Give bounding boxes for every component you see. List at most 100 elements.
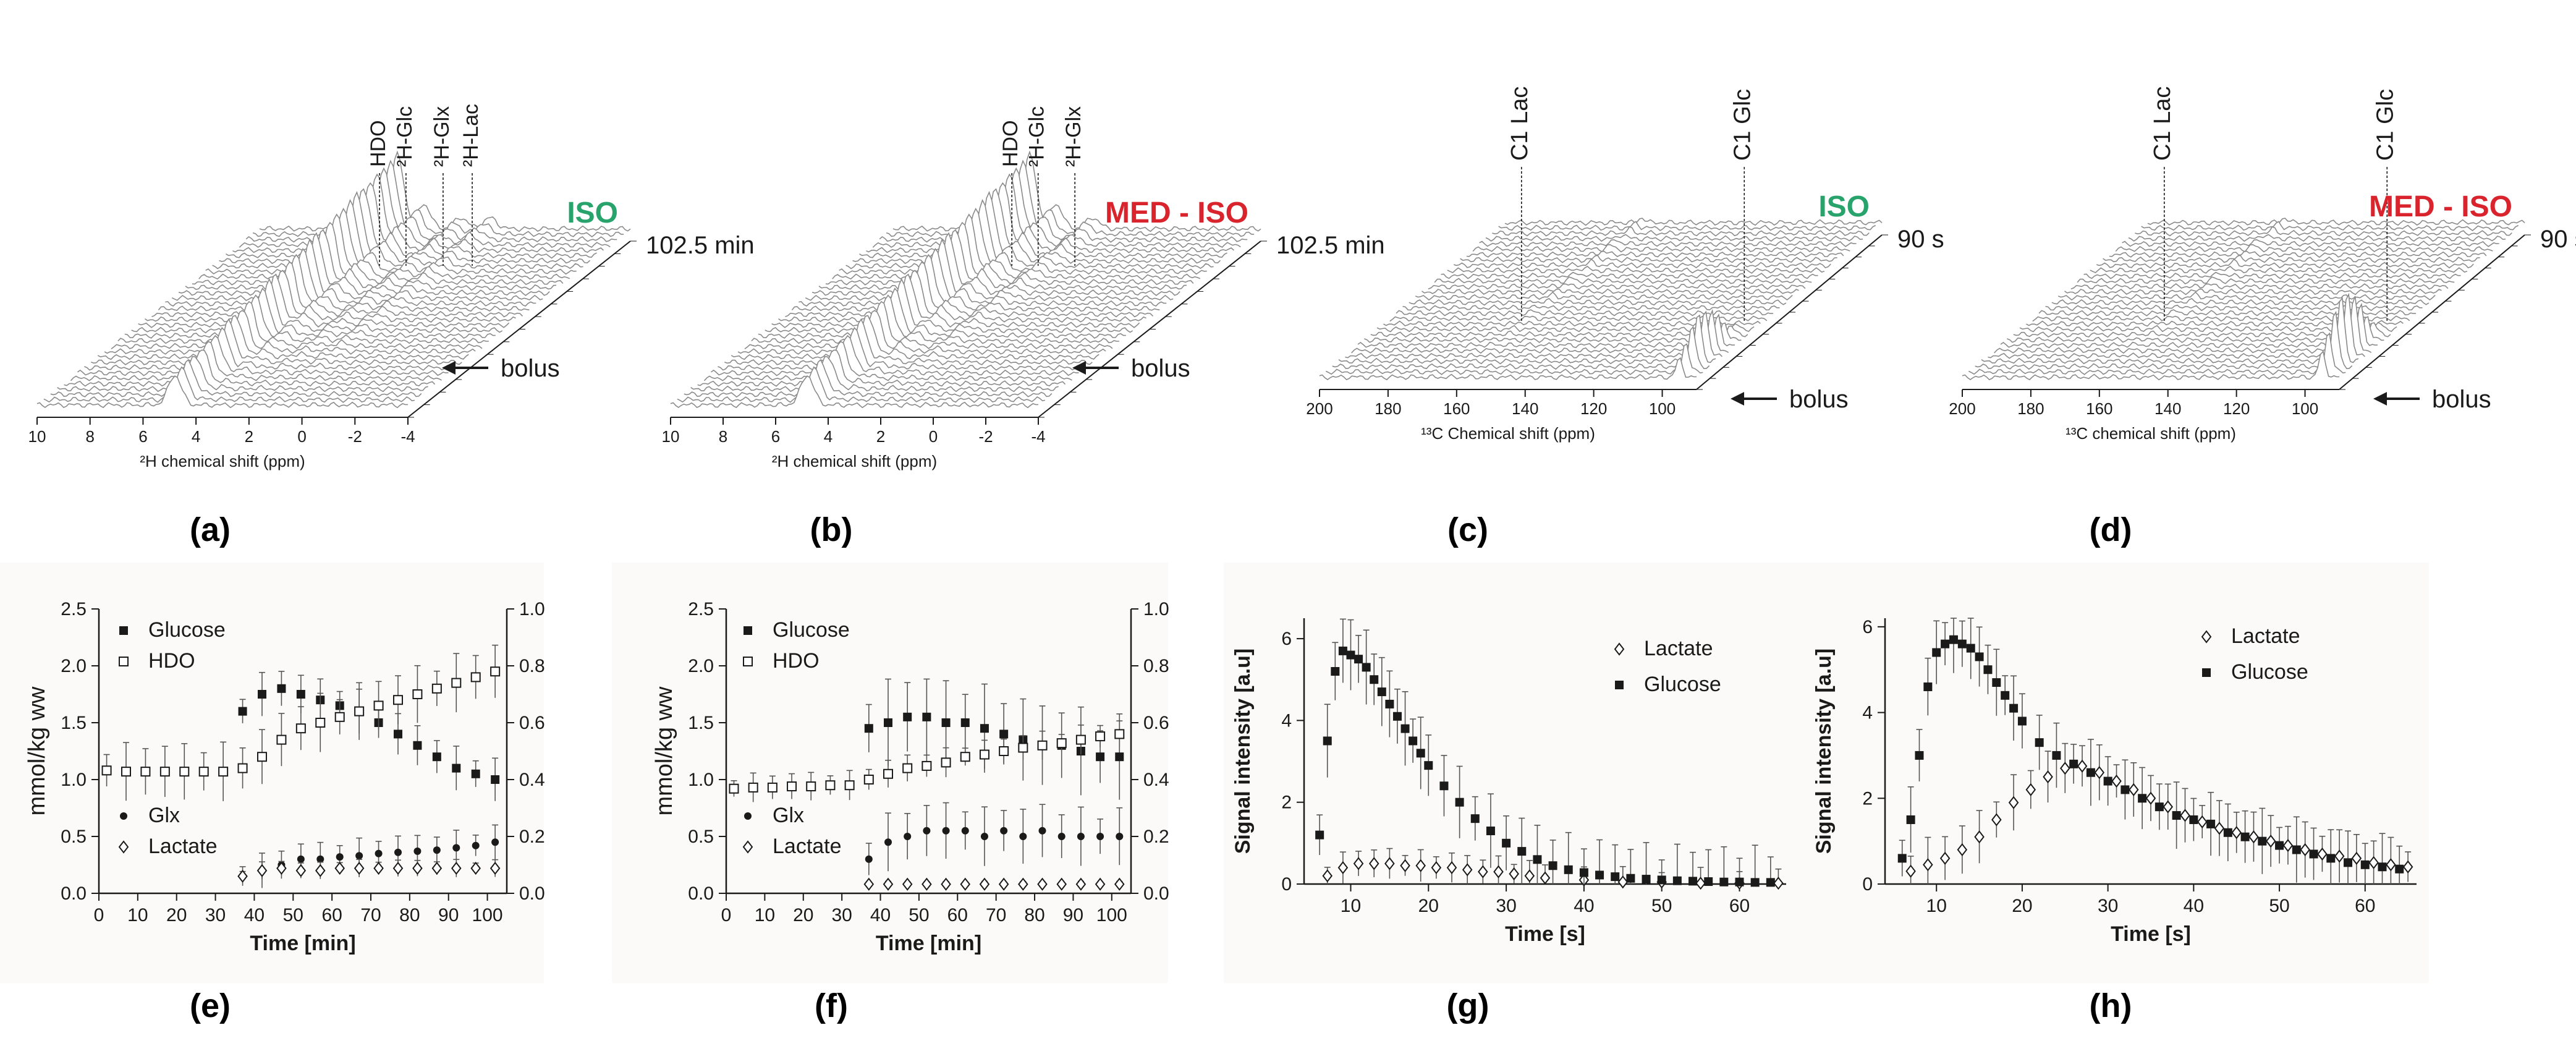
data-point — [2189, 815, 2198, 824]
data-point — [1114, 877, 1125, 891]
data-point — [101, 765, 112, 776]
data-point — [1096, 752, 1105, 762]
data-point — [2368, 856, 2379, 869]
data-point — [1992, 678, 2001, 687]
legend-entry-lactate: Lactate — [773, 835, 842, 858]
time-end-label: 102.5 min — [646, 232, 755, 259]
data-point — [2231, 826, 2242, 840]
data-point — [1923, 682, 1933, 691]
peak-label: C1 Glc — [1729, 89, 1755, 161]
bolus-arrow-head — [1072, 361, 1086, 375]
spectrum-trace — [778, 270, 1146, 323]
spectrum-trace-fill — [2051, 298, 2429, 305]
data-point — [451, 678, 462, 688]
data-point — [1524, 869, 1535, 883]
panel-g-background — [1224, 563, 1842, 983]
data-point — [1983, 665, 1993, 674]
data-point — [941, 718, 951, 727]
spectrum-trace — [737, 310, 1106, 355]
spectrum-trace-fill — [1492, 226, 1870, 236]
spectrum-trace — [91, 318, 462, 366]
legend-entry-glucose: Glucose — [773, 618, 850, 642]
series-glucose — [1315, 618, 1775, 887]
data-point — [1354, 655, 1363, 664]
data-point — [2282, 838, 2294, 853]
data-point — [2386, 858, 2396, 872]
x-tick-label: 100 — [1096, 905, 1127, 925]
spectrum-trace-fill — [2070, 284, 2448, 289]
peak-label: ²H-Lac — [459, 104, 483, 167]
data-point — [119, 626, 128, 635]
data-point — [1115, 752, 1124, 762]
x-tick-label: -2 — [348, 427, 362, 446]
data-point — [179, 767, 190, 777]
data-point — [1695, 877, 1706, 890]
spectrum-trace — [1968, 332, 2346, 375]
data-point — [334, 712, 345, 722]
spectrum-trace — [1364, 322, 1742, 343]
y2-tick-label: 0.8 — [519, 656, 545, 676]
spectrum-trace — [117, 294, 489, 344]
data-point — [394, 848, 402, 856]
legend-entry-hdo: HDO — [148, 649, 195, 673]
spectrum-trace — [2051, 297, 2430, 306]
data-point — [2197, 815, 2208, 829]
spectrum-trace — [1962, 350, 2340, 381]
spectrum-trace — [57, 355, 428, 393]
x-axis-title: Time [s] — [1505, 922, 1585, 946]
bolus-arrow-head — [2373, 392, 2387, 406]
legend-entry-glucose: Glucose — [148, 618, 226, 642]
y-tick-label: 1.0 — [61, 770, 87, 790]
data-point — [1579, 868, 1588, 877]
data-point — [1470, 814, 1480, 823]
data-point — [865, 855, 873, 863]
data-point — [1384, 857, 1395, 870]
spectrum-trace — [219, 190, 591, 265]
spectrum-trace — [811, 232, 1180, 296]
data-point — [1385, 699, 1394, 708]
x-tick-label: 80 — [1024, 905, 1044, 925]
series-glx — [865, 802, 1124, 875]
x-tick-label: 20 — [793, 905, 813, 925]
data-point — [119, 657, 129, 666]
data-point — [903, 712, 912, 721]
charts-layer: 10 8 6 4 2 0 -2 -4²H chemical shift (ppm)HDO ²H-… — [24, 87, 2576, 955]
peak-label: C1 Glc — [2372, 89, 2398, 161]
figure-label-f: (f) — [815, 987, 848, 1024]
condition-label: ISO — [567, 197, 618, 229]
x-tick-label: 160 — [2086, 399, 2112, 418]
spectrum-trace — [852, 190, 1221, 265]
data-point — [2309, 849, 2318, 859]
spectrum-trace — [77, 334, 449, 376]
data-point — [884, 718, 892, 727]
y2-tick-label: 0.6 — [519, 713, 545, 733]
data-point — [2025, 783, 2036, 797]
y-axis-title: mmol/kg ww — [24, 686, 50, 816]
bolus-arrow-head — [442, 361, 455, 375]
spectrum-trace — [1351, 308, 1729, 354]
waterfall-panel-c: 200 180 160 140 120 100 ¹³C Chemical shift (pp… — [1306, 87, 1944, 443]
legend-entry-lactate: Lactate — [2231, 624, 2300, 648]
data-point — [1400, 724, 1410, 733]
y-tick-label: 4 — [1862, 703, 1873, 723]
data-point — [1974, 830, 1985, 844]
spectrum-trace — [690, 355, 1059, 393]
spectrum-trace-fill — [1377, 323, 1755, 332]
spectrum-trace — [724, 318, 1093, 366]
spectrum-trace — [1319, 357, 1697, 381]
series-lactate — [237, 859, 501, 883]
data-point — [980, 724, 989, 733]
spectrum-trace — [111, 300, 483, 350]
spectrum-trace — [171, 238, 543, 302]
data-point — [1362, 663, 1371, 672]
y-tick-label: 2.0 — [688, 656, 714, 676]
data-point — [999, 729, 1009, 739]
y-tick-label: 6 — [1862, 617, 1873, 637]
spectrum-trace-fill — [671, 376, 1038, 408]
spectrum-trace-fill — [1326, 344, 1703, 375]
spectrum-trace — [2141, 221, 2519, 232]
x-tick-label: 0 — [94, 905, 104, 925]
bolus-label: bolus — [1789, 386, 1849, 413]
data-point — [2265, 835, 2276, 848]
spectrum-trace — [97, 315, 469, 360]
